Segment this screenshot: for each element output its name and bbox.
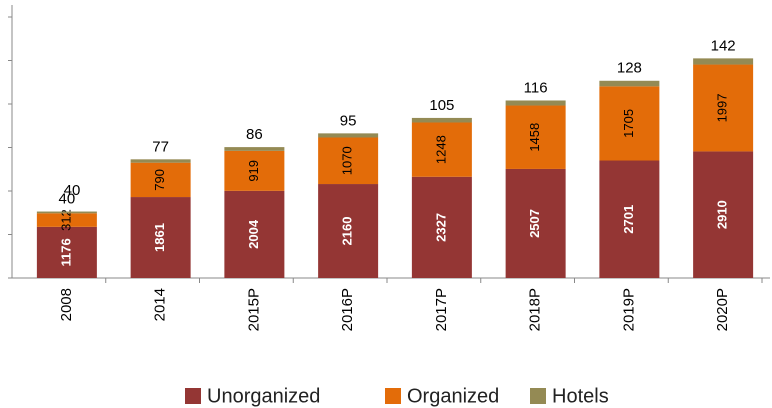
- value-label: 790: [152, 169, 167, 191]
- bar-segment: [318, 137, 379, 185]
- value-label: 1997: [715, 94, 730, 123]
- value-label: 1861: [152, 223, 167, 252]
- bar-segment: [130, 197, 191, 278]
- bar-segment: [224, 190, 285, 278]
- value-label: 2910: [715, 200, 730, 229]
- bar-segment: [693, 58, 754, 65]
- bar-segment: [130, 162, 191, 198]
- value-label: 312: [58, 209, 73, 231]
- value-label: 2327: [433, 213, 448, 242]
- bar-segment: [599, 160, 660, 278]
- value-label: 95: [340, 112, 357, 129]
- x-tick-label: 2015P: [245, 288, 262, 331]
- bar-segment: [505, 168, 566, 278]
- bar-segment: [505, 105, 566, 169]
- value-label: 1176: [58, 238, 73, 266]
- bar-segment: [36, 226, 97, 278]
- value-label: 2160: [340, 217, 355, 246]
- value-label: 128: [617, 60, 642, 77]
- bar-segment: [318, 184, 379, 278]
- value-label: 1248: [433, 135, 448, 164]
- bar-segment: [224, 147, 285, 151]
- value-label: 1458: [527, 123, 542, 152]
- x-tick-label: 2016P: [339, 288, 356, 331]
- value-label: 2701: [621, 205, 636, 234]
- legend-label: Unorganized: [207, 385, 320, 407]
- value-label: 919: [246, 160, 261, 182]
- value-label: 77: [152, 138, 169, 155]
- bar-segment: [36, 213, 97, 227]
- value-label: 86: [246, 126, 263, 143]
- legend-label: Organized: [407, 385, 499, 407]
- legend-swatch: [530, 388, 546, 404]
- bar-segment: [318, 133, 379, 138]
- legend-label: Hotels: [552, 385, 609, 407]
- x-tick-label: 2018P: [527, 288, 544, 331]
- value-label: 1705: [621, 109, 636, 138]
- legend-swatch: [185, 388, 201, 404]
- value-label: 40: [59, 191, 76, 208]
- x-tick-label: 2017P: [433, 288, 450, 331]
- bar-segment: [130, 159, 191, 163]
- value-label: 2004: [246, 219, 261, 249]
- bar-segment: [411, 117, 472, 123]
- value-label: 2507: [527, 209, 542, 238]
- bar-segment: [599, 86, 660, 161]
- bar-segment: [36, 211, 97, 214]
- bar-segment: [599, 80, 660, 87]
- value-label: 105: [429, 97, 454, 114]
- x-tick-label: 2014: [152, 288, 169, 321]
- x-tick-label: 2020P: [714, 288, 731, 331]
- value-label: 1070: [340, 146, 355, 175]
- value-label: 116: [524, 79, 548, 96]
- bar-segment: [411, 122, 472, 177]
- legend-swatch: [385, 388, 401, 404]
- bar-segment: [505, 100, 566, 106]
- bar-segment: [693, 64, 754, 152]
- value-label: 142: [711, 37, 736, 54]
- y-tick-label: 40: [64, 182, 81, 199]
- bar-segment: [693, 151, 754, 278]
- x-tick-label: 2019P: [620, 288, 637, 331]
- bar-segment: [224, 150, 285, 191]
- x-tick-label: 2008: [58, 288, 75, 321]
- bar-segment: [411, 176, 472, 278]
